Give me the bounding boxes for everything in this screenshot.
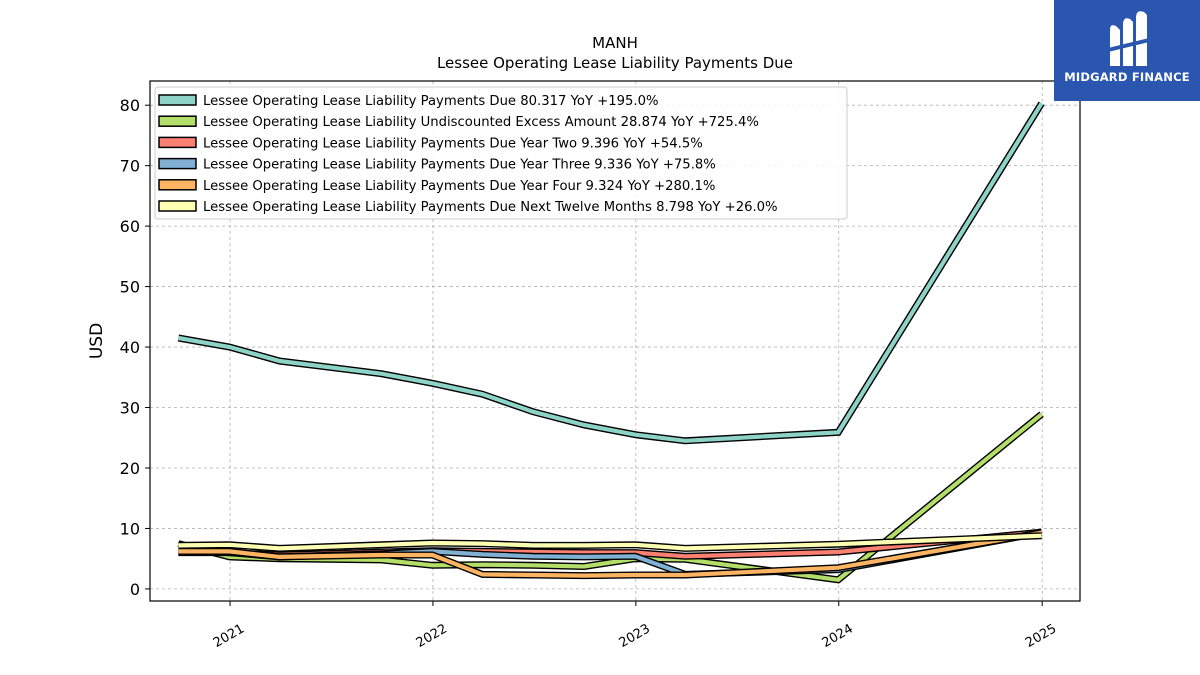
- y-tick-label: 50: [120, 278, 140, 297]
- series-stroke: [178, 533, 1042, 551]
- y-tick-label: 0: [130, 580, 140, 599]
- brand-name: MIDGARD FINANCE: [1064, 70, 1190, 84]
- y-tick-label: 40: [120, 338, 140, 357]
- chart-title: MANH: [592, 34, 638, 52]
- x-tick-label: 2025: [1023, 621, 1059, 651]
- series-stroke: [178, 102, 1044, 443]
- chart-subtitle: Lessee Operating Lease Liability Payment…: [437, 54, 793, 72]
- y-tick-label: 70: [120, 157, 140, 176]
- legend-label: Lessee Operating Lease Liability Payment…: [203, 136, 703, 151]
- legend-label: Lessee Operating Lease Liability Payment…: [203, 158, 716, 173]
- midgard-m-logo-icon: [1108, 11, 1149, 67]
- y-axis-label: USD: [87, 323, 107, 359]
- legend-entry: Lessee Operating Lease Liability Payment…: [158, 179, 715, 194]
- legend-label: Lessee Operating Lease Liability Payment…: [203, 94, 659, 109]
- y-tick-label: 60: [120, 217, 140, 236]
- legend-entry: Lessee Operating Lease Liability Payment…: [158, 136, 703, 151]
- legend-swatch: [158, 115, 197, 127]
- legend-entry: Lessee Operating Lease Liability Payment…: [158, 200, 778, 215]
- legend-label: Lessee Operating Lease Liability Payment…: [203, 200, 778, 215]
- x-tick-label: 2023: [617, 621, 653, 651]
- legend-box: [154, 86, 848, 220]
- y-axis-ticks: 0 10 20 30 40 50 60 70 80: [120, 96, 150, 599]
- x-tick-label: 2022: [414, 621, 450, 651]
- legend-swatch: [158, 200, 197, 212]
- legend-entry: Lessee Operating Lease Liability Payment…: [158, 157, 716, 173]
- series-stroke: [178, 530, 1042, 578]
- legend-swatch: [158, 157, 197, 170]
- series-line-5: [178, 529, 1043, 580]
- x-axis-ticks: 2021 2022 2023 2024 2025: [211, 601, 1059, 651]
- legend-label: Lessee Operating Lease Liability Undisco…: [203, 115, 759, 130]
- y-tick-label: 10: [120, 519, 140, 538]
- y-tick-label: 30: [120, 399, 140, 418]
- legend: Lessee Operating Lease Liability Payment…: [154, 86, 848, 220]
- x-tick-label: 2024: [820, 621, 856, 651]
- brand-logo: MIDGARD FINANCE: [1054, 0, 1200, 101]
- series-line-6: [178, 532, 1042, 552]
- legend-swatch: [158, 179, 197, 191]
- legend-swatch: [158, 94, 197, 106]
- legend-entry: Lessee Operating Lease Liability Undisco…: [158, 115, 759, 130]
- y-tick-label: 20: [120, 459, 140, 478]
- legend-entry: Lessee Operating Lease Liability Payment…: [158, 94, 659, 109]
- y-tick-label: 80: [120, 96, 140, 115]
- plot-frame: [149, 80, 1081, 602]
- series-lines: [177, 101, 1045, 584]
- x-tick-label: 2021: [211, 621, 247, 651]
- series-line-1: [177, 101, 1045, 445]
- legend-label: Lessee Operating Lease Liability Payment…: [203, 179, 715, 194]
- legend-swatch: [158, 136, 197, 149]
